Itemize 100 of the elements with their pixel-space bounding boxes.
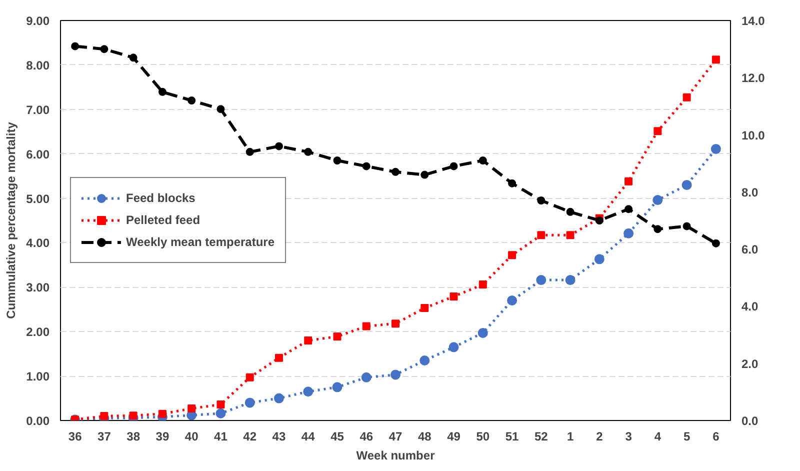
point bbox=[624, 177, 633, 186]
point bbox=[362, 322, 370, 330]
point bbox=[537, 231, 546, 240]
y-tick-label: 3.00 bbox=[26, 280, 50, 295]
point bbox=[158, 410, 166, 418]
y-tick-label: 1.00 bbox=[26, 370, 50, 384]
point bbox=[274, 142, 283, 150]
x-tick-label: 50 bbox=[476, 430, 490, 444]
point bbox=[246, 148, 254, 156]
point bbox=[478, 280, 487, 288]
point bbox=[478, 328, 488, 338]
y-tick-label: 8.00 bbox=[26, 58, 50, 72]
x-tick-label: 51 bbox=[505, 430, 520, 444]
point bbox=[100, 45, 108, 54]
point bbox=[478, 156, 487, 164]
y-tick-label: 4.00 bbox=[26, 236, 50, 250]
x-tick-label: 41 bbox=[214, 430, 228, 444]
point bbox=[246, 373, 254, 382]
point bbox=[333, 332, 342, 340]
y-axis-title: Cummulative percentage mortality bbox=[4, 122, 18, 319]
point bbox=[71, 42, 80, 50]
point bbox=[362, 162, 370, 170]
point bbox=[624, 205, 633, 214]
y2-tick-label: 8.0 bbox=[742, 185, 759, 200]
x-tick-label: 39 bbox=[156, 430, 170, 444]
point bbox=[624, 228, 634, 238]
point bbox=[392, 168, 400, 176]
x-tick-label: 52 bbox=[534, 430, 548, 444]
point bbox=[448, 342, 459, 352]
x-tick-label: 40 bbox=[184, 430, 199, 444]
y-tick-label: 6.00 bbox=[26, 147, 50, 162]
x-axis-title: Week number bbox=[356, 448, 436, 462]
y-tick-label: 2.00 bbox=[26, 325, 50, 340]
point bbox=[682, 222, 691, 230]
y-tick-label: 7.00 bbox=[26, 102, 50, 117]
y2-tick-label: 4.0 bbox=[742, 300, 759, 314]
point bbox=[216, 105, 225, 114]
x-tick-label: 45 bbox=[330, 430, 344, 444]
point bbox=[654, 225, 662, 234]
point bbox=[682, 93, 691, 102]
y2-tick-label: 2.0 bbox=[742, 356, 759, 371]
x-tick-label: 3 bbox=[625, 430, 632, 444]
x-tick-label: 37 bbox=[98, 430, 112, 444]
x-tick-label: 5 bbox=[683, 430, 690, 444]
legend-label: Pelleted feed bbox=[126, 213, 200, 227]
x-tick-label: 36 bbox=[68, 430, 82, 444]
point bbox=[450, 162, 458, 170]
point bbox=[508, 251, 516, 260]
legend-label: Feed blocks bbox=[126, 191, 196, 205]
point bbox=[158, 88, 166, 96]
y-tick-label: 5.00 bbox=[26, 192, 50, 206]
point bbox=[392, 320, 400, 328]
point bbox=[303, 386, 314, 397]
y2-tick-label: 10.0 bbox=[742, 128, 766, 142]
point bbox=[390, 370, 400, 380]
x-tick-label: 44 bbox=[301, 430, 316, 444]
point bbox=[652, 195, 663, 206]
point bbox=[244, 398, 255, 408]
point bbox=[304, 148, 312, 156]
point bbox=[565, 275, 576, 286]
point bbox=[712, 239, 720, 248]
x-tick-label: 38 bbox=[126, 430, 140, 444]
point bbox=[712, 56, 720, 64]
point bbox=[507, 296, 518, 306]
y-tick-label: 0.00 bbox=[26, 414, 50, 428]
point bbox=[594, 254, 604, 264]
point bbox=[332, 382, 342, 392]
point bbox=[508, 179, 516, 188]
x-tick-label: 49 bbox=[447, 430, 461, 444]
point bbox=[274, 354, 283, 362]
y2-tick-label: 0.0 bbox=[742, 414, 759, 428]
point bbox=[536, 275, 546, 286]
x-tick-label: 48 bbox=[418, 430, 432, 444]
point bbox=[420, 170, 429, 179]
point bbox=[188, 404, 196, 412]
point bbox=[361, 372, 372, 382]
point bbox=[566, 208, 574, 216]
y2-tick-label: 6.0 bbox=[742, 242, 759, 257]
point bbox=[304, 336, 312, 344]
point bbox=[595, 216, 604, 224]
point bbox=[129, 54, 138, 62]
point bbox=[420, 304, 429, 312]
x-tick-label: 1 bbox=[566, 430, 574, 444]
point bbox=[420, 356, 430, 366]
point bbox=[450, 292, 458, 300]
point bbox=[333, 156, 342, 164]
x-tick-label: 47 bbox=[388, 430, 402, 444]
point bbox=[274, 393, 284, 404]
legend-label: Weekly mean temperature bbox=[126, 235, 275, 249]
point bbox=[682, 180, 692, 190]
point bbox=[216, 408, 226, 418]
point bbox=[710, 144, 721, 154]
x-tick-label: 6 bbox=[712, 430, 720, 444]
x-tick-label: 43 bbox=[272, 430, 286, 444]
point bbox=[654, 127, 662, 136]
y2-tick-label: 14.0 bbox=[742, 14, 766, 28]
x-tick-label: 4 bbox=[654, 430, 662, 444]
point bbox=[188, 96, 196, 104]
point bbox=[566, 231, 574, 240]
y-tick-label: 9.00 bbox=[26, 14, 50, 28]
